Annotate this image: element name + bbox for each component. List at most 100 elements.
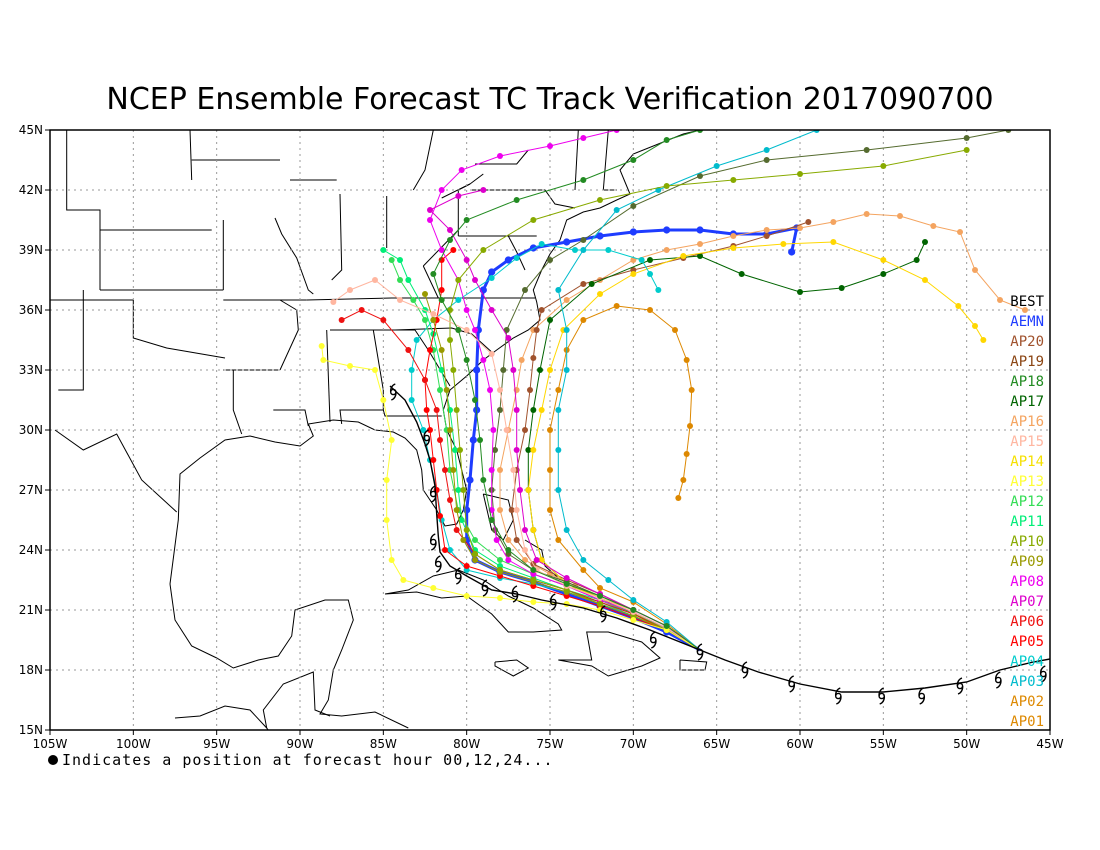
hurricane-eye xyxy=(834,692,842,700)
track-position-dot xyxy=(497,387,503,393)
state-border xyxy=(54,429,178,513)
hurricane-eye xyxy=(549,598,557,606)
y-tick-label: 24N xyxy=(19,543,43,557)
track-position-dot xyxy=(438,187,445,193)
x-tick-label: 60W xyxy=(786,737,813,751)
legend-entry: AP18 xyxy=(1010,374,1044,390)
track-position-dot xyxy=(380,317,387,323)
y-tick-label: 39N xyxy=(19,243,43,257)
track-position-dot xyxy=(488,275,495,281)
ensemble-track xyxy=(525,239,987,651)
hurricane-symbol-icon xyxy=(1039,665,1047,683)
track-position-dot xyxy=(972,323,978,329)
footnote-text: Indicates a position at forecast hour 00… xyxy=(62,751,554,769)
hurricane-arm xyxy=(424,437,431,447)
coastline xyxy=(494,659,530,677)
track-position-dot xyxy=(488,268,496,276)
coastline xyxy=(384,569,563,633)
hurricane-arm xyxy=(456,575,462,585)
track-position-dot xyxy=(427,207,433,213)
track-position-dot xyxy=(613,303,620,309)
track-position-dot xyxy=(830,219,837,225)
hurricane-arm xyxy=(957,685,964,695)
track-position-dot xyxy=(530,447,537,453)
track-position-dot xyxy=(522,287,528,293)
hurricane-eye xyxy=(434,560,442,568)
y-tick-label: 30N xyxy=(19,423,43,437)
y-tick-label: 18N xyxy=(19,663,43,677)
track-position-dot xyxy=(697,253,703,259)
track-position-dot xyxy=(497,567,503,573)
track-position-dot xyxy=(430,585,437,591)
track-position-dot xyxy=(630,597,637,603)
track-position-dot xyxy=(555,407,562,413)
x-tick-label: 45W xyxy=(1036,737,1063,751)
track-position-dot xyxy=(697,241,703,247)
track-position-dot xyxy=(683,357,690,363)
track-position-dot xyxy=(480,357,487,363)
legend-entry: AP13 xyxy=(1010,474,1044,490)
track-position-dot xyxy=(472,551,478,557)
track-position-dot xyxy=(530,599,537,605)
track-position-dot xyxy=(463,307,470,313)
track-position-dot xyxy=(318,343,325,349)
track-position-dot xyxy=(438,347,445,353)
hurricane-arm xyxy=(454,567,461,577)
track-position-dot xyxy=(447,337,453,343)
track-position-dot xyxy=(430,457,437,463)
track-position-dot xyxy=(797,289,803,295)
hurricane-symbol-icon xyxy=(511,585,519,603)
legend-entry: AP20 xyxy=(1010,334,1044,350)
legend-entry: AP09 xyxy=(1010,554,1044,570)
track-position-dot xyxy=(522,527,528,533)
track-position-dot xyxy=(597,197,603,203)
legend-entry: BEST xyxy=(1010,294,1044,310)
track-position-dot xyxy=(580,135,587,141)
track-position-dot xyxy=(450,367,457,373)
track-position-dot xyxy=(503,427,510,433)
hurricane-eye xyxy=(994,676,1002,684)
track-position-dot xyxy=(497,153,503,159)
track-position-dot xyxy=(480,187,487,193)
track-position-dot xyxy=(547,143,553,149)
track-position-dot xyxy=(597,585,603,591)
coastline xyxy=(482,493,514,541)
track-position-dot xyxy=(522,547,528,553)
track-position-dot xyxy=(455,277,462,283)
track-position-dot xyxy=(473,366,481,374)
track-position-dot xyxy=(630,607,637,613)
track-position-dot xyxy=(880,257,887,263)
track-position-dot xyxy=(458,167,465,173)
ensemble-tracks xyxy=(318,130,1028,652)
track-position-dot xyxy=(463,327,470,333)
ensemble-track xyxy=(330,277,701,651)
position-dot-icon xyxy=(48,755,58,765)
track-position-dot xyxy=(683,451,690,457)
track-position-dot xyxy=(472,537,478,543)
track-position-dot xyxy=(453,407,460,413)
track-position-dot xyxy=(437,513,443,519)
hurricane-arm xyxy=(601,613,607,623)
track-position-dot xyxy=(510,467,517,473)
legend-entry: AP02 xyxy=(1010,694,1044,710)
legend-entry: AP07 xyxy=(1010,594,1044,610)
track-position-dot xyxy=(555,287,562,293)
track-position-dot xyxy=(647,271,653,277)
track-line xyxy=(549,305,701,651)
track-position-dot xyxy=(497,467,503,473)
track-position-dot xyxy=(547,507,553,513)
track-position-dot xyxy=(505,557,512,563)
track-position-dot xyxy=(438,257,445,263)
track-position-dot xyxy=(697,173,703,179)
track-position-dot xyxy=(963,135,970,141)
track-position-dot xyxy=(580,557,587,563)
track-position-dot xyxy=(427,347,433,353)
track-position-dot xyxy=(538,407,545,413)
track-position-dot xyxy=(480,247,487,253)
track-position-dot xyxy=(330,299,337,305)
track-position-dot xyxy=(388,557,395,563)
hurricane-arm xyxy=(956,677,963,687)
track-position-dot xyxy=(547,317,553,323)
track-position-dot xyxy=(957,229,963,235)
track-position-dot xyxy=(663,183,670,189)
